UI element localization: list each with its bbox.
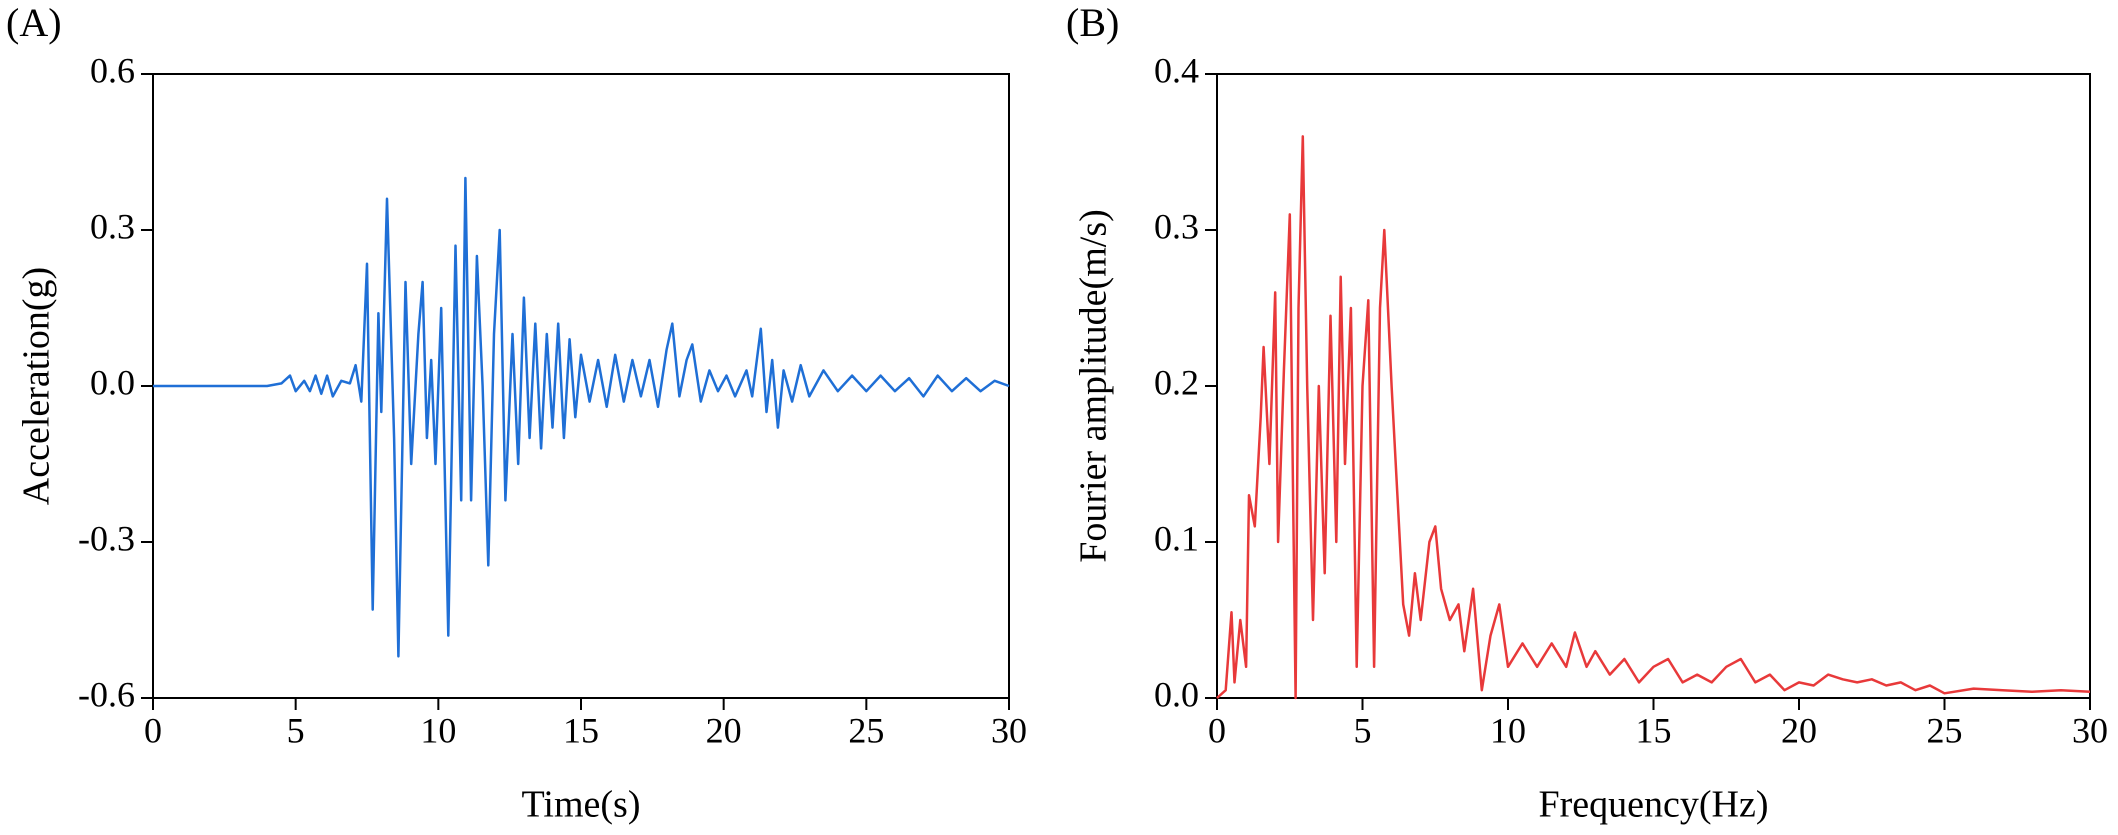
y-tick-label: 0.1 <box>1154 518 1199 558</box>
x-tick-label: 30 <box>2072 710 2108 750</box>
y-tick-label: 0.2 <box>1154 362 1199 402</box>
y-axis-label: Acceleration(g) <box>16 267 58 505</box>
x-tick-label: 20 <box>706 710 742 750</box>
y-tick-label: -0.6 <box>78 674 135 714</box>
x-tick-label: 25 <box>848 710 884 750</box>
y-tick-label: 0.3 <box>90 206 135 246</box>
x-axis-label: Time(s) <box>522 784 641 826</box>
x-tick-label: 20 <box>1781 710 1817 750</box>
y-tick-label: 0.0 <box>90 362 135 402</box>
x-axis-label: Frequency(Hz) <box>1538 784 1768 826</box>
y-tick-label: 0.6 <box>90 50 135 90</box>
data-line <box>1216 135 2091 700</box>
plot-frame <box>152 73 1010 699</box>
y-axis-label: Fourier amplitude(m/s) <box>1073 209 1115 563</box>
x-tick-label: 5 <box>287 710 305 750</box>
y-tick-label: 0.0 <box>1154 674 1199 714</box>
x-tick-label: 10 <box>1490 710 1526 750</box>
x-tick-label: 10 <box>420 710 456 750</box>
panel-label: (B) <box>1066 0 1119 45</box>
x-tick-label: 30 <box>991 710 1027 750</box>
data-line <box>153 176 1010 658</box>
x-tick-label: 25 <box>1927 710 1963 750</box>
y-tick-label: 0.3 <box>1154 206 1199 246</box>
x-tick-label: 15 <box>563 710 599 750</box>
x-tick-label: 15 <box>1636 710 1672 750</box>
y-tick-label: -0.3 <box>78 518 135 558</box>
x-tick-label: 0 <box>1208 710 1226 750</box>
panel-label: (A) <box>6 0 62 45</box>
x-tick-label: 5 <box>1354 710 1372 750</box>
x-tick-label: 0 <box>144 710 162 750</box>
y-tick-label: 0.4 <box>1154 50 1199 90</box>
